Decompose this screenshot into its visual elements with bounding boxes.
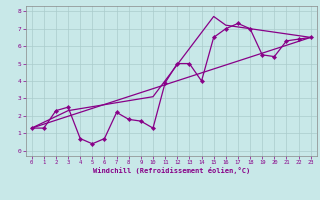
X-axis label: Windchill (Refroidissement éolien,°C): Windchill (Refroidissement éolien,°C) — [92, 167, 250, 174]
